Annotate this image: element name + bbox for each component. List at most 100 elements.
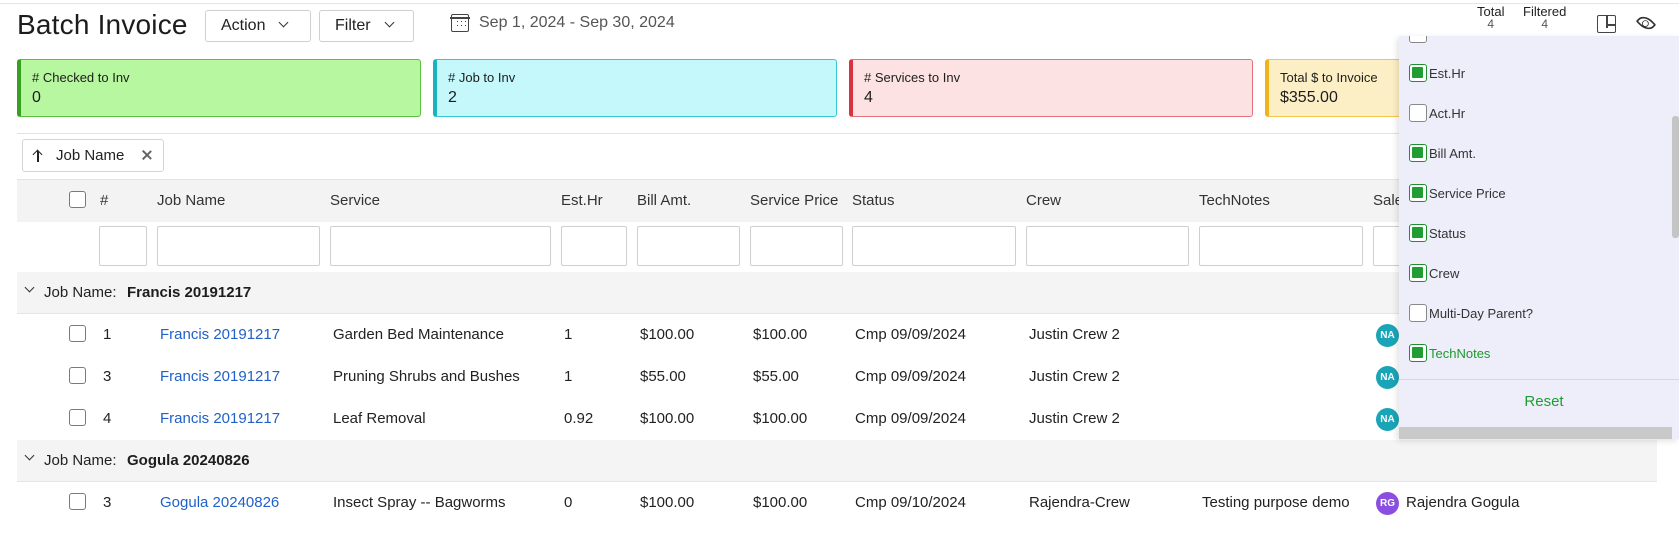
cell-crew: Justin Crew 2 [1029,368,1120,385]
filter-dropdown-button[interactable]: Filter [319,10,414,42]
avatar: NA [1376,408,1399,431]
column-header-num[interactable]: # [100,192,109,209]
column-header-tech-notes[interactable]: TechNotes [1199,192,1270,209]
row-checkbox[interactable] [69,325,86,342]
column-checkbox[interactable] [1409,184,1427,202]
panel-horizontal-scrollbar[interactable] [1399,427,1672,439]
column-header-sales[interactable]: Sale [1373,192,1404,209]
filter-input-service[interactable] [330,226,551,266]
column-header-service-price[interactable]: Service Price [750,192,839,209]
chevron-down-icon [385,19,395,29]
row-checkbox[interactable] [69,367,86,384]
stat-value: 4 [864,89,873,106]
filter-input-bill-amt[interactable] [637,226,740,266]
filter-row [17,222,1657,272]
column-option-label: TechNotes [1429,345,1491,361]
column-header-bill-amt[interactable]: Bill Amt. [637,192,692,209]
column-option-status[interactable]: Status [1409,223,1466,243]
column-option-multi-day-parent[interactable]: Multi-Day Parent? [1409,303,1533,323]
column-option-bill-amt[interactable]: Bill Amt. [1409,143,1476,163]
section-divider [17,133,1657,134]
reset-button[interactable]: Reset [1524,393,1564,410]
stat-value: $355.00 [1280,89,1338,106]
row-checkbox[interactable] [69,409,86,426]
chevron-down-icon[interactable] [25,285,35,295]
cell-num: 4 [103,410,112,427]
stat-card-checked: # Checked to Inv 0 [17,59,421,117]
column-option-crew[interactable]: Crew [1409,263,1459,283]
row-checkbox[interactable] [69,493,86,510]
column-option-label: Service Price [1429,185,1506,201]
cell-est-hr: 0 [564,494,573,511]
avatar: NA [1376,324,1399,347]
filter-input-tech-notes[interactable] [1199,226,1363,266]
group-value: Francis 20191217 [127,284,252,301]
select-all-checkbox[interactable] [69,191,86,208]
section-divider [17,179,1657,180]
column-checkbox[interactable] [1409,104,1427,122]
stat-value: 0 [32,89,41,106]
filter-input-status[interactable] [852,226,1016,266]
table-row: 3 Francis 20191217 Pruning Shrubs and Bu… [17,356,1657,398]
filter-input-crew[interactable] [1026,226,1189,266]
column-checkbox[interactable] [1409,36,1427,43]
cell-status: Cmp 09/09/2024 [855,410,966,427]
cell-bill-amt: $100.00 [640,494,695,511]
layout-icon[interactable] [1597,15,1616,33]
top-divider [0,3,1679,4]
table-row: 4 Francis 20191217 Leaf Removal 0.92 $10… [17,398,1657,440]
cell-job-link[interactable]: Francis 20191217 [160,368,281,385]
column-option-act-hr[interactable]: Act.Hr [1409,103,1465,123]
cell-job-link[interactable]: Gogula 20240826 [160,494,280,511]
vertical-scrollbar[interactable] [1672,116,1679,238]
column-header-service[interactable]: Service [330,192,381,209]
cell-job-link[interactable]: Francis 20191217 [160,410,281,427]
group-row-francis[interactable]: Job Name: Francis 20191217 [17,272,1657,314]
column-option-label: Bill Amt. [1429,145,1476,161]
group-row-gogula[interactable]: Job Name: Gogula 20240826 [17,440,1657,482]
cell-bill-amt: $100.00 [640,410,695,427]
column-chooser-panel: Est.Hr Act.Hr Bill Amt. Service Price St… [1399,36,1679,439]
column-checkbox[interactable] [1409,224,1427,242]
column-checkbox[interactable] [1409,304,1427,322]
filter-input-job-name[interactable] [157,226,320,266]
column-header-status[interactable]: Status [852,192,895,209]
sort-chip-job-name[interactable]: Job Name [22,139,164,172]
column-checkbox[interactable] [1409,264,1427,282]
column-option-service-price[interactable]: Service Price [1409,183,1506,203]
chevron-down-icon[interactable] [25,453,35,463]
avatar: RG [1376,492,1399,515]
cell-status: Cmp 09/09/2024 [855,326,966,343]
filter-input-num[interactable] [99,226,147,266]
cell-status: Cmp 09/10/2024 [855,494,966,511]
filter-input-est-hr[interactable] [561,226,627,266]
column-option-tech-notes[interactable]: TechNotes [1409,343,1490,363]
stat-label: # Checked to Inv [32,70,130,85]
stat-card-services: # Services to Inv 4 [849,59,1253,117]
cell-tech-notes: Testing purpose demo [1202,494,1350,511]
action-dropdown-button[interactable]: Action [205,10,311,42]
stat-label: # Services to Inv [864,70,961,85]
stat-label: Total $ to Invoice [1280,70,1378,85]
action-dropdown-label: Action [221,17,266,34]
column-option-label: Act.Hr [1429,105,1466,121]
column-option-label: Multi-Day Parent? [1429,305,1534,321]
column-option-est-hr[interactable]: Est.Hr [1409,63,1465,83]
table-row: 1 Francis 20191217 Garden Bed Maintenanc… [17,314,1657,356]
column-header-est-hr[interactable]: Est.Hr [561,192,603,209]
cell-sales: Rajendra Gogula [1406,494,1520,511]
column-checkbox[interactable] [1409,64,1427,82]
stat-card-jobs: # Job to Inv 2 [433,59,837,117]
filter-dropdown-label: Filter [335,17,371,34]
column-option-partial[interactable] [1409,36,1429,44]
column-header-job-name[interactable]: Job Name [157,192,226,209]
chevron-down-icon [279,19,289,29]
column-checkbox[interactable] [1409,144,1427,162]
filter-input-service-price[interactable] [750,226,843,266]
close-icon[interactable] [140,148,154,162]
column-checkbox[interactable] [1409,344,1427,362]
date-range-picker[interactable]: Sep 1, 2024 - Sep 30, 2024 [450,14,675,32]
cell-est-hr: 0.92 [564,410,594,427]
column-header-crew[interactable]: Crew [1026,192,1062,209]
cell-job-link[interactable]: Francis 20191217 [160,326,281,343]
